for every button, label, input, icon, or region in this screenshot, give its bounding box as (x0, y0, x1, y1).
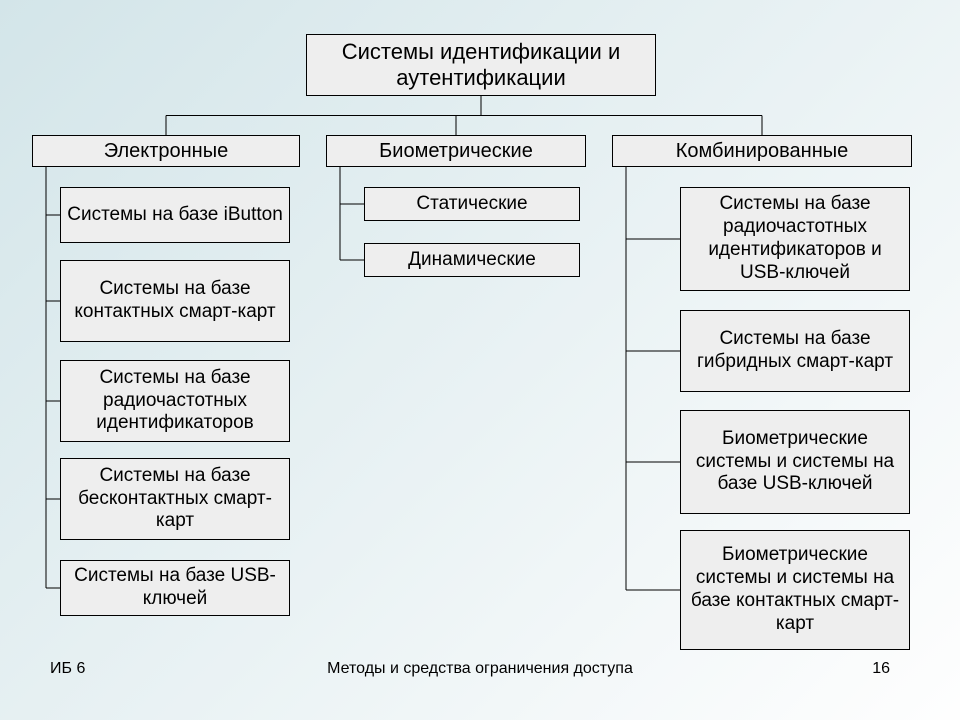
node-c4: Биометрические системы и системы на базе… (680, 530, 910, 650)
node-cat-bio: Биометрические (326, 135, 586, 167)
node-cat-comb: Комбинированные (612, 135, 912, 167)
node-e5: Системы на базе USB-ключей (60, 560, 290, 616)
node-root: Системы идентификации и аутентификации (306, 34, 656, 96)
node-e4: Системы на базе бесконтактных смарт-карт (60, 458, 290, 540)
node-c1: Системы на базе радиочастотных идентифик… (680, 187, 910, 291)
node-b1: Статические (364, 187, 580, 221)
diagram-nodes: Системы идентификации и аутентификации Эл… (0, 0, 960, 720)
node-c3: Биометрические системы и системы на базе… (680, 410, 910, 514)
node-cat-elec: Электронные (32, 135, 300, 167)
node-b2: Динамические (364, 243, 580, 277)
node-e1: Системы на базе iButton (60, 187, 290, 243)
node-c2: Системы на базе гибридных смарт-карт (680, 310, 910, 392)
node-e3: Системы на базе радиочастотных идентифик… (60, 360, 290, 442)
node-e2: Системы на базе контактных смарт-карт (60, 260, 290, 342)
